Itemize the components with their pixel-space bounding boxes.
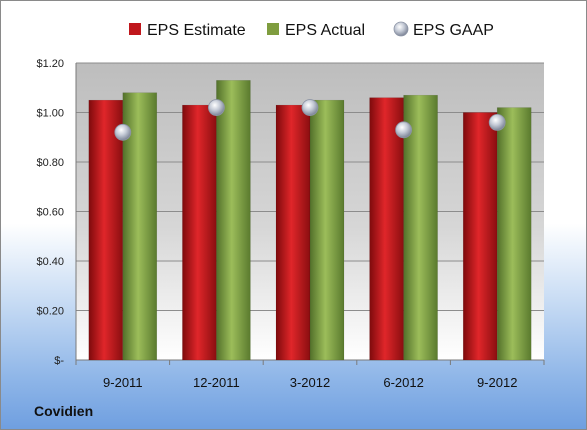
y-tick-label: $0.80 xyxy=(36,157,64,169)
eps-actual-bar xyxy=(309,99,345,361)
eps-estimate-bar xyxy=(275,104,311,361)
eps-estimate-bar xyxy=(369,97,404,361)
legend-swatch-eps-estimate xyxy=(129,23,141,35)
eps-estimate-bar xyxy=(462,112,498,361)
x-tick-label: 9-2012 xyxy=(477,375,517,390)
x-tick-label: 12-2011 xyxy=(193,375,240,390)
x-tick-label: 9-2011 xyxy=(103,375,143,390)
eps-gaap-marker xyxy=(114,123,132,141)
y-tick-label: $- xyxy=(54,355,64,367)
eps-gaap-marker xyxy=(301,99,319,116)
y-tick-label: $1.20 xyxy=(36,58,64,70)
legend-swatch-eps-actual xyxy=(267,23,279,35)
x-tick-label: 6-2012 xyxy=(383,375,423,390)
y-tick-label: $0.20 xyxy=(36,306,64,318)
eps-gaap-marker xyxy=(395,121,413,139)
x-tick-label: 3-2012 xyxy=(290,375,330,390)
y-tick-label: $0.40 xyxy=(36,256,64,268)
y-tick-label: $0.60 xyxy=(36,207,64,219)
legend-label-eps-estimate: EPS Estimate xyxy=(147,22,246,39)
legend-label-eps-actual: EPS Actual xyxy=(285,22,365,39)
company-name: Covidien xyxy=(34,403,94,419)
eps-actual-bar xyxy=(496,107,532,361)
eps-chart: $- $0.20 $0.40 $0.60 $0.80 $1.00 $1.20 9-2011 12… xyxy=(36,21,545,390)
eps-actual-bar xyxy=(216,80,251,361)
eps-actual-bar xyxy=(403,94,438,361)
eps-estimate-bar xyxy=(182,104,217,361)
legend-label-eps-gaap: EPS GAAP xyxy=(413,22,494,39)
eps-gaap-marker xyxy=(207,99,225,116)
y-tick-label: $1.00 xyxy=(36,108,64,120)
eps-estimate-bar xyxy=(88,99,124,361)
eps-gaap-marker xyxy=(488,114,506,131)
legend-swatch-eps-gaap xyxy=(393,21,409,37)
